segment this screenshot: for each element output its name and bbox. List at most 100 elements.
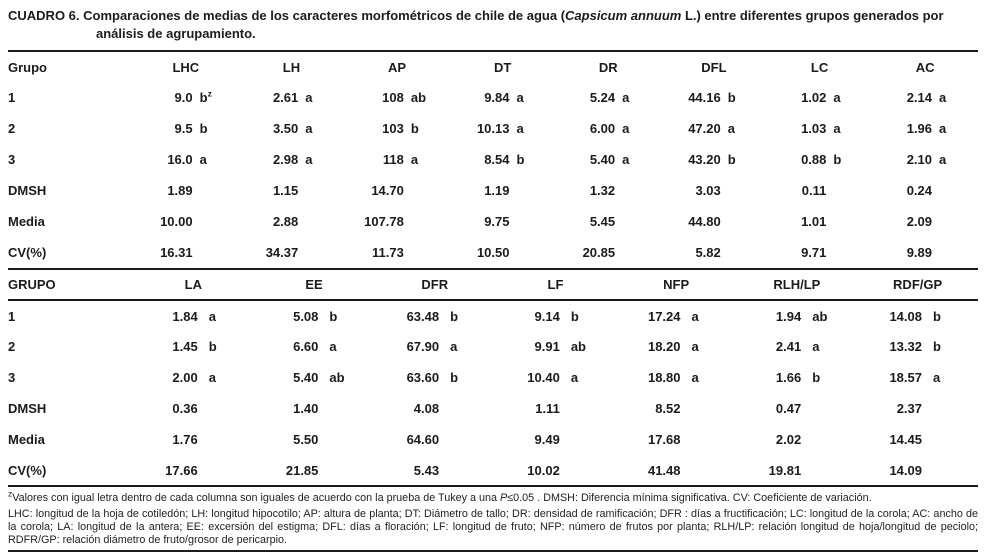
data-cell: 2.10 a (872, 144, 978, 175)
data-cell: 5.45 (556, 206, 662, 237)
data-cell: 1.84 a (133, 300, 254, 331)
data-cell: 1.11 (495, 393, 616, 424)
cell-value: 1.89 (167, 183, 193, 199)
row-label: 1 (8, 90, 16, 106)
data-cell: 103 b (344, 113, 450, 144)
column-header: LA (133, 269, 254, 302)
data-cell: 1.66 b (737, 362, 858, 393)
cell-value: 44.80 (688, 214, 721, 230)
data-cell: 17.24 a (616, 300, 737, 331)
cell-value: 21.85 (285, 462, 319, 478)
data-cell: 13.32 b (857, 331, 978, 362)
tukey-letter: b (199, 121, 208, 137)
row-label: 3 (8, 152, 16, 168)
cell-value: 0.24 (906, 183, 932, 199)
cell-value: 0.88 (801, 152, 827, 168)
data-cell: 0.11 (767, 175, 873, 206)
cell-value: 10.13 (476, 121, 510, 137)
tukey-letter: a (622, 90, 630, 106)
cell-value: 2.37 (896, 401, 922, 417)
tukey-letter: b (933, 339, 941, 355)
row-label-column-header: GRUPO (8, 269, 133, 302)
column-header: AC (915, 59, 935, 75)
cell-value: 1.40 (293, 401, 319, 417)
column-header: NFP (615, 269, 737, 302)
data-cell: 5.40 ab (254, 362, 375, 393)
cell-value: 20.85 (582, 245, 616, 261)
data-cell: 1.15 (239, 175, 345, 206)
cell-value: 5.50 (293, 432, 319, 448)
data-cell: 10.50 (450, 237, 556, 268)
data-cell: 16.0 a (133, 144, 239, 175)
data-cell: 41.48 (616, 455, 737, 486)
data-cell: 14.45 (857, 424, 978, 455)
data-cell: 1.02 a (767, 82, 873, 113)
data-cell: 44.80 (661, 206, 767, 237)
cell-value: 4.08 (413, 401, 440, 417)
table-row: DMSH 1.89 1.15 14.70 1.19 1.32 3.03 0.11 0.24 (8, 175, 978, 206)
cell-value: 10.02 (527, 462, 560, 478)
p-value-symbol: P (500, 492, 508, 505)
cell-value: 13.32 (889, 339, 922, 355)
data-cell: 108 ab (344, 82, 450, 113)
data-cell: 2.09 (872, 206, 978, 237)
cell-value: 1.45 (172, 339, 198, 355)
data-cell: 3.50 a (239, 113, 345, 144)
data-cell: 5.43 (374, 455, 495, 486)
cell-value: 9.84 (484, 90, 510, 106)
cell-value: 43.20 (688, 152, 721, 168)
tukey-letter: a (727, 121, 735, 137)
data-cell: 63.48 b (374, 300, 495, 331)
cell-value: 5.82 (695, 245, 721, 261)
row-label: CV(%) (8, 245, 47, 261)
cell-value: 1.84 (172, 308, 198, 324)
cell-value: 34.37 (265, 245, 299, 261)
cell-value: 1.01 (801, 214, 827, 230)
data-cell: 5.50 (254, 424, 375, 455)
cell-value: 44.16 (688, 90, 721, 106)
cell-value: 18.57 (889, 370, 922, 386)
column-header: AP (388, 59, 407, 75)
data-cell: 20.85 (556, 237, 662, 268)
cell-value: 9.89 (906, 245, 932, 261)
tukey-letter: b (208, 339, 217, 355)
table-number: CUADRO 6. (8, 8, 80, 23)
data-cell: 1.03 a (767, 113, 873, 144)
data-cell: 1.76 (133, 424, 254, 455)
cell-value: 2.41 (775, 339, 802, 355)
data-cell: 43.20 b (661, 144, 767, 175)
cell-value: 14.45 (889, 432, 922, 448)
row-label-column-header: Grupo (8, 59, 47, 75)
data-cell: 1.89 (133, 175, 239, 206)
table-row: 2 1.45 b 6.60 a 67.90 a 9.91 ab 18.20 a 2.41 a 13.32 b (8, 331, 978, 362)
cell-value: 0.11 (801, 183, 827, 199)
table-1-body: 1 9.0 bz 2.61 a 108 ab 9.84 a 5.24 a 44.16 b 1.02 a 2.1… (8, 82, 978, 268)
data-cell: 2.61 a (239, 82, 345, 113)
tukey-letter: b (450, 370, 459, 386)
data-cell: 18.80 a (616, 362, 737, 393)
data-cell: 9.14 b (495, 300, 616, 331)
tukey-letter: a (622, 121, 630, 137)
cell-value: 5.43 (413, 462, 440, 478)
table-row: 1 1.84 a 5.08 b 63.48 b 9.14 b 17.24 a 1.94 ab 14.08 b (8, 300, 978, 331)
table-caption: CUADRO 6. Comparaciones de medias de los… (8, 7, 978, 43)
cell-value: 3.03 (695, 183, 721, 199)
tukey-letter: a (691, 339, 699, 355)
data-cell: 14.09 (857, 455, 978, 486)
morphometric-table-part-1: Grupo LHC LH AP DT DR DFL LC AC 1 9.0 bz 2.61 a 108 ab… (8, 50, 978, 268)
data-cell: 9.84 a (450, 82, 556, 113)
data-cell: 1.19 (450, 175, 556, 206)
cell-value: 11.73 (372, 245, 404, 261)
data-cell: 17.68 (616, 424, 737, 455)
data-cell: 6.60 a (254, 331, 375, 362)
tukey-letter: a (833, 90, 841, 106)
cell-value: 5.08 (293, 308, 319, 324)
column-header: DT (494, 59, 512, 75)
data-cell: 1.32 (556, 175, 662, 206)
data-cell: 2.02 (737, 424, 858, 455)
cell-value: 1.02 (801, 90, 827, 106)
tukey-letter: a (410, 152, 419, 168)
data-cell: 3.03 (661, 175, 767, 206)
cell-value: 17.66 (165, 462, 198, 478)
data-cell: 9.89 (872, 237, 978, 268)
